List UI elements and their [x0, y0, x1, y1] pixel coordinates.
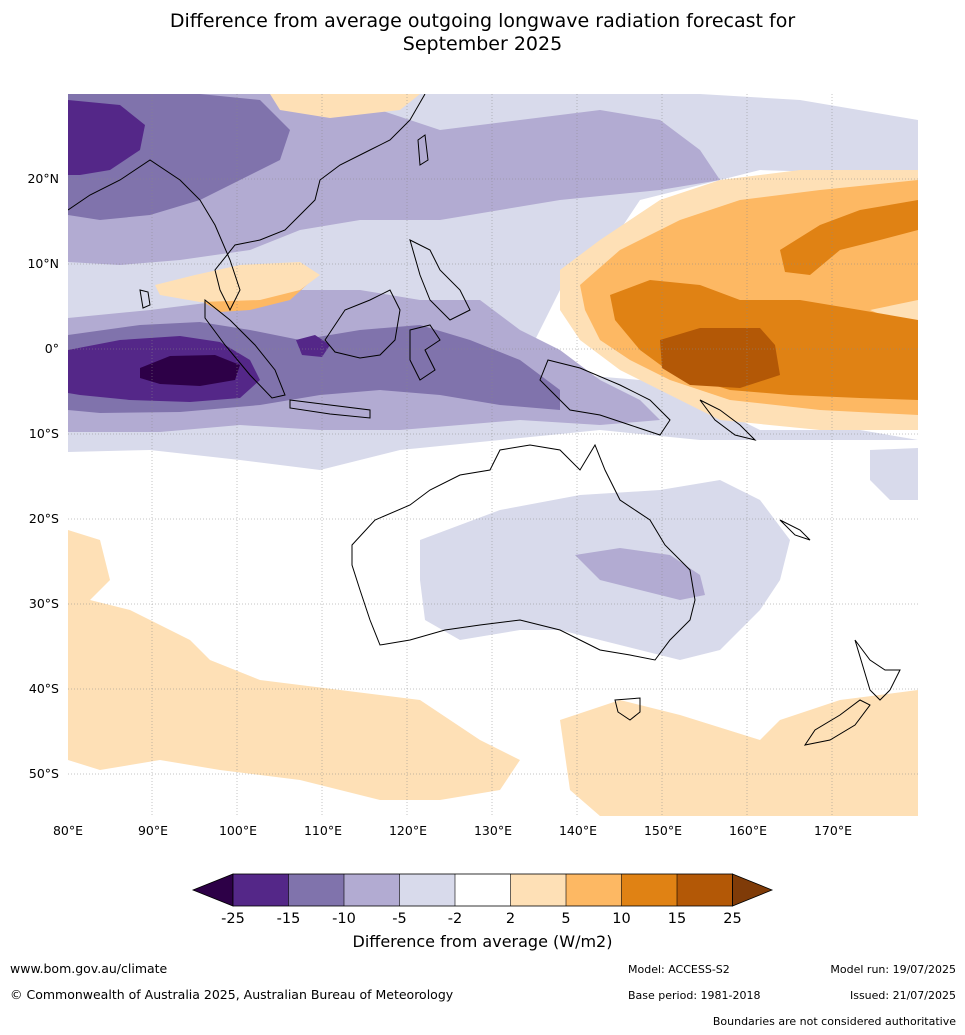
coastline-philippines: [409, 239, 471, 321]
coastline-new-zealand-north: [854, 639, 901, 701]
colorbar-swatch: [399, 874, 455, 906]
colorbar-label: Difference from average (W/m2): [352, 932, 613, 951]
lat-label: 10°N: [27, 256, 59, 271]
colorbar-tick-label: 10: [612, 911, 630, 927]
anomaly-region-extreme-purple: [140, 355, 240, 386]
lon-label: 170°E: [814, 823, 852, 838]
anomaly-region-light-orange-north: [270, 94, 420, 118]
lon-label: 150°E: [644, 823, 682, 838]
coastline-java: [289, 399, 371, 419]
lon-label: 90°E: [138, 823, 168, 838]
colorbar-swatch: [510, 874, 566, 906]
anomaly-region-medium-purple-australia: [575, 548, 705, 600]
coastline-australia: [351, 443, 696, 661]
colorbar-swatch: [233, 874, 289, 906]
colorbar-tick-label: 5: [561, 911, 570, 927]
model-run-text: Model run: 19/07/2025: [830, 963, 956, 976]
coastlines: [68, 94, 901, 746]
anomaly-region-deep-purple-spot: [296, 335, 330, 357]
lon-label: 140°E: [559, 823, 597, 838]
colorbar: -25 -15 -10 -5 -2 2 5 10 15 25: [191, 873, 774, 927]
coastline-borneo: [324, 289, 401, 359]
colorbar-swatch: [344, 874, 400, 906]
colorbar-tick-label: 15: [668, 911, 686, 927]
colorbar-swatch: [455, 874, 511, 906]
colorbar-tick-label: 25: [723, 911, 741, 927]
coastline-taiwan: [417, 134, 429, 166]
anomaly-shading: [68, 94, 918, 816]
lon-label: 120°E: [389, 823, 427, 838]
coastline-new-zealand-south: [803, 699, 871, 746]
website-link[interactable]: www.bom.gov.au/climate: [10, 961, 168, 976]
base-period-text: Base period: 1981-2018: [628, 989, 761, 1002]
issued-text: Issued: 21/07/2025: [849, 989, 956, 1002]
title-line-1: Difference from average outgoing longwav…: [169, 10, 796, 32]
lon-label: 110°E: [304, 823, 342, 838]
anomaly-region-deep-orange-pacific: [660, 328, 780, 388]
colorbar-swatch: [288, 874, 344, 906]
longitude-labels: 80°E 90°E 100°E 110°E 120°E 130°E 140°E …: [53, 823, 852, 838]
colorbar-tick-label: -2: [448, 911, 462, 927]
coastline-tasmania: [614, 697, 641, 721]
colorbar-tick-label: 2: [506, 911, 515, 927]
graticule: [68, 94, 918, 816]
colorbar-tick-label: -10: [332, 911, 356, 927]
lat-label: 10°S: [29, 426, 59, 441]
coastline-asia: [68, 94, 426, 312]
lon-label: 80°E: [53, 823, 83, 838]
lon-label: 160°E: [729, 823, 767, 838]
model-text: Model: ACCESS-S2: [628, 963, 730, 976]
colorbar-swatch: [621, 874, 677, 906]
coastline-new-guinea: [539, 359, 671, 436]
anomaly-region-deep-purple-north: [68, 100, 145, 175]
coastline-sulawesi: [409, 324, 441, 381]
colorbar-swatch: [566, 874, 622, 906]
lat-label: 20°S: [29, 511, 59, 526]
anomaly-region-dark-orange-northeast: [780, 200, 918, 275]
lat-label: 20°N: [27, 171, 59, 186]
lat-label: 40°S: [29, 681, 59, 696]
colorbar-extend-low: [191, 873, 234, 907]
colorbar-swatch: [677, 874, 733, 906]
chart-title: Difference from average outgoing longwav…: [0, 10, 965, 56]
lat-label: 0°: [45, 341, 59, 356]
coastline-sri-lanka: [139, 289, 151, 309]
copyright-text: © Commonwealth of Australia 2025, Austra…: [10, 987, 454, 1002]
coastline-new-caledonia: [779, 519, 811, 541]
colorbar-tick-label: -5: [392, 911, 406, 927]
colorbar-tick-label: -25: [221, 911, 245, 927]
boundaries-disclaimer: Boundaries are not considered authoritat…: [712, 1015, 956, 1028]
coastline-sumatra: [204, 298, 286, 399]
lat-label: 30°S: [29, 596, 59, 611]
lat-label: 50°S: [29, 766, 59, 781]
anomaly-region-light-orange-south-west: [68, 530, 520, 800]
colorbar-tick-label: -15: [277, 911, 301, 927]
latitude-labels: 20°N 10°N 0° 10°S 20°S 30°S 40°S 50°S: [27, 171, 59, 781]
anomaly-region-light-purple-east: [870, 448, 918, 500]
lon-label: 100°E: [219, 823, 257, 838]
lon-label: 130°E: [474, 823, 512, 838]
colorbar-extend-high: [732, 873, 774, 907]
coastline-solomon: [699, 399, 757, 441]
title-line-2: September 2025: [402, 33, 563, 55]
